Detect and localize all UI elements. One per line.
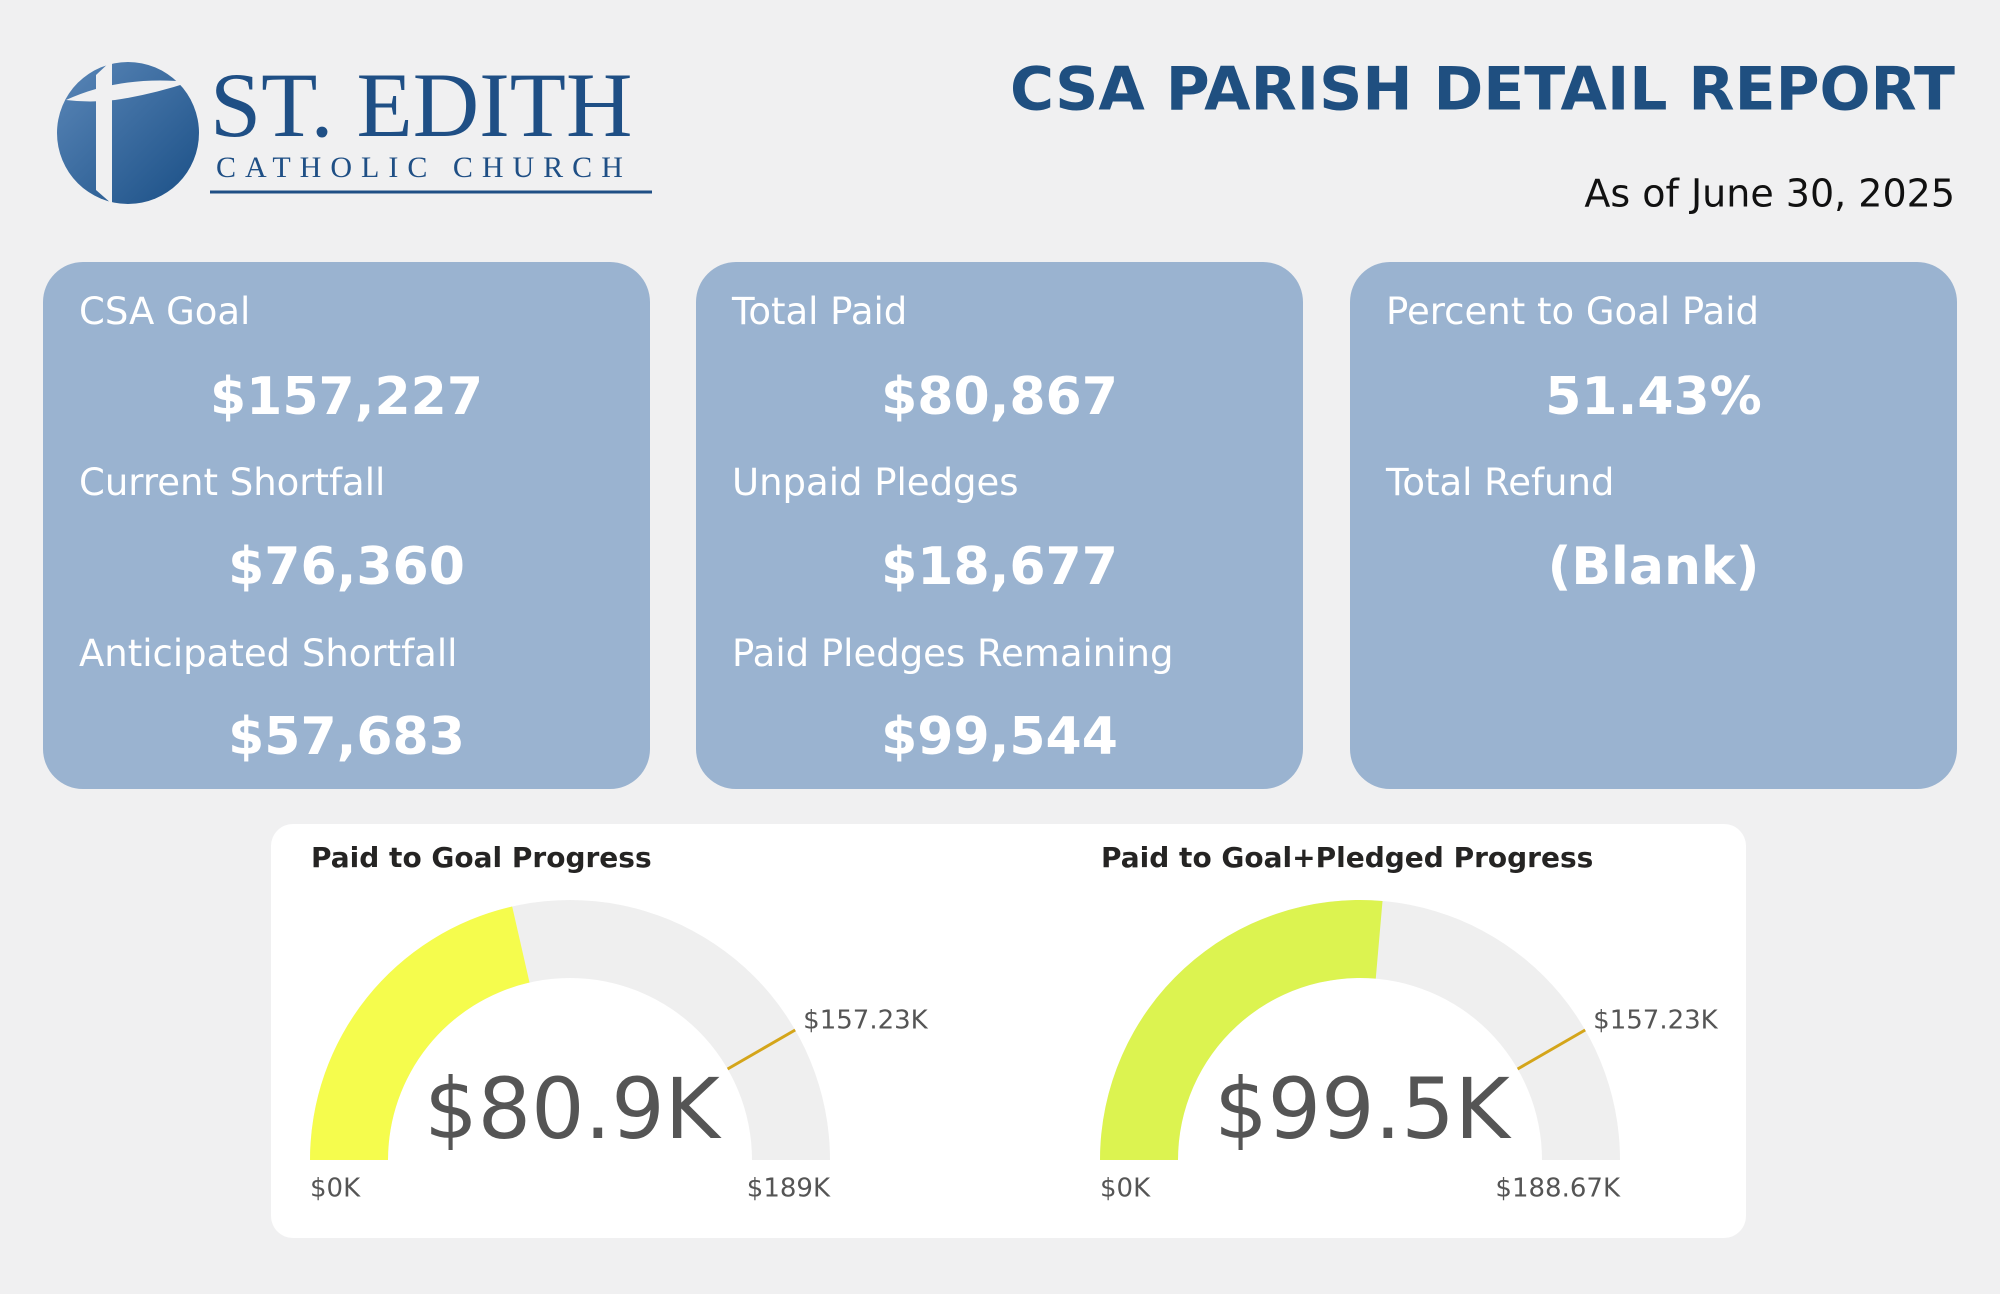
gauge-fill [1100,899,1383,1160]
gauge-value-label: $80.9K [424,1060,721,1158]
gauge-title: Paid to Goal Progress [311,841,652,874]
gauge-tick-label: $189K [747,1174,831,1204]
kpi-label: Current Shortfall [79,461,386,504]
gauge-tick-label: $0K [1100,1174,1151,1204]
logo-subtitle: CATHOLIC CHURCH [216,151,632,184]
kpi-value: $80,867 [881,367,1118,427]
kpi-label: Paid Pledges Remaining [732,632,1174,675]
gauge-tick-label: $0K [310,1174,361,1204]
gauge-target-label: $157.23K [803,1006,929,1036]
kpi-value: $76,360 [228,537,465,597]
kpi-label: Anticipated Shortfall [79,632,458,675]
kpi-value: $99,544 [881,707,1118,767]
kpi-label: Percent to Goal Paid [1386,290,1759,333]
kpi-label: Total Paid [732,290,908,333]
kpi-card: CSA Goal $157,227 Current Shortfall $76,360… [43,262,650,789]
gauge-value-label: $99.5K [1214,1060,1511,1158]
kpi-value: $157,227 [209,367,484,427]
report-title: CSA PARISH DETAIL REPORT [1010,55,1955,125]
gauge-target-label: $157.23K [1593,1006,1719,1036]
report-date: As of June 30, 2025 [1584,172,1955,216]
kpi-label: Unpaid Pledges [732,461,1019,504]
gauge-tick-label: $188.67K [1495,1174,1621,1204]
logo [57,60,199,204]
gauge-target [1516,1028,1586,1071]
kpi-value: $18,677 [881,537,1118,597]
gauge-target [726,1028,796,1071]
kpi-label: CSA Goal [79,290,251,333]
kpi-card: Percent to Goal Paid 51.43% Total Refund (B… [1350,262,1957,789]
logo-name: ST. EDITH [210,54,632,156]
kpi-value: 51.43% [1545,367,1762,427]
gauge-fill [310,906,530,1160]
kpi-card: Total Paid $80,867 Unpaid Pledges $18,677 Pa… [696,262,1303,789]
kpi-value: $57,683 [228,707,465,767]
kpi-value: (Blank) [1547,537,1760,597]
gauge-title: Paid to Goal+Pledged Progress [1101,841,1593,874]
kpi-label: Total Refund [1386,461,1615,504]
